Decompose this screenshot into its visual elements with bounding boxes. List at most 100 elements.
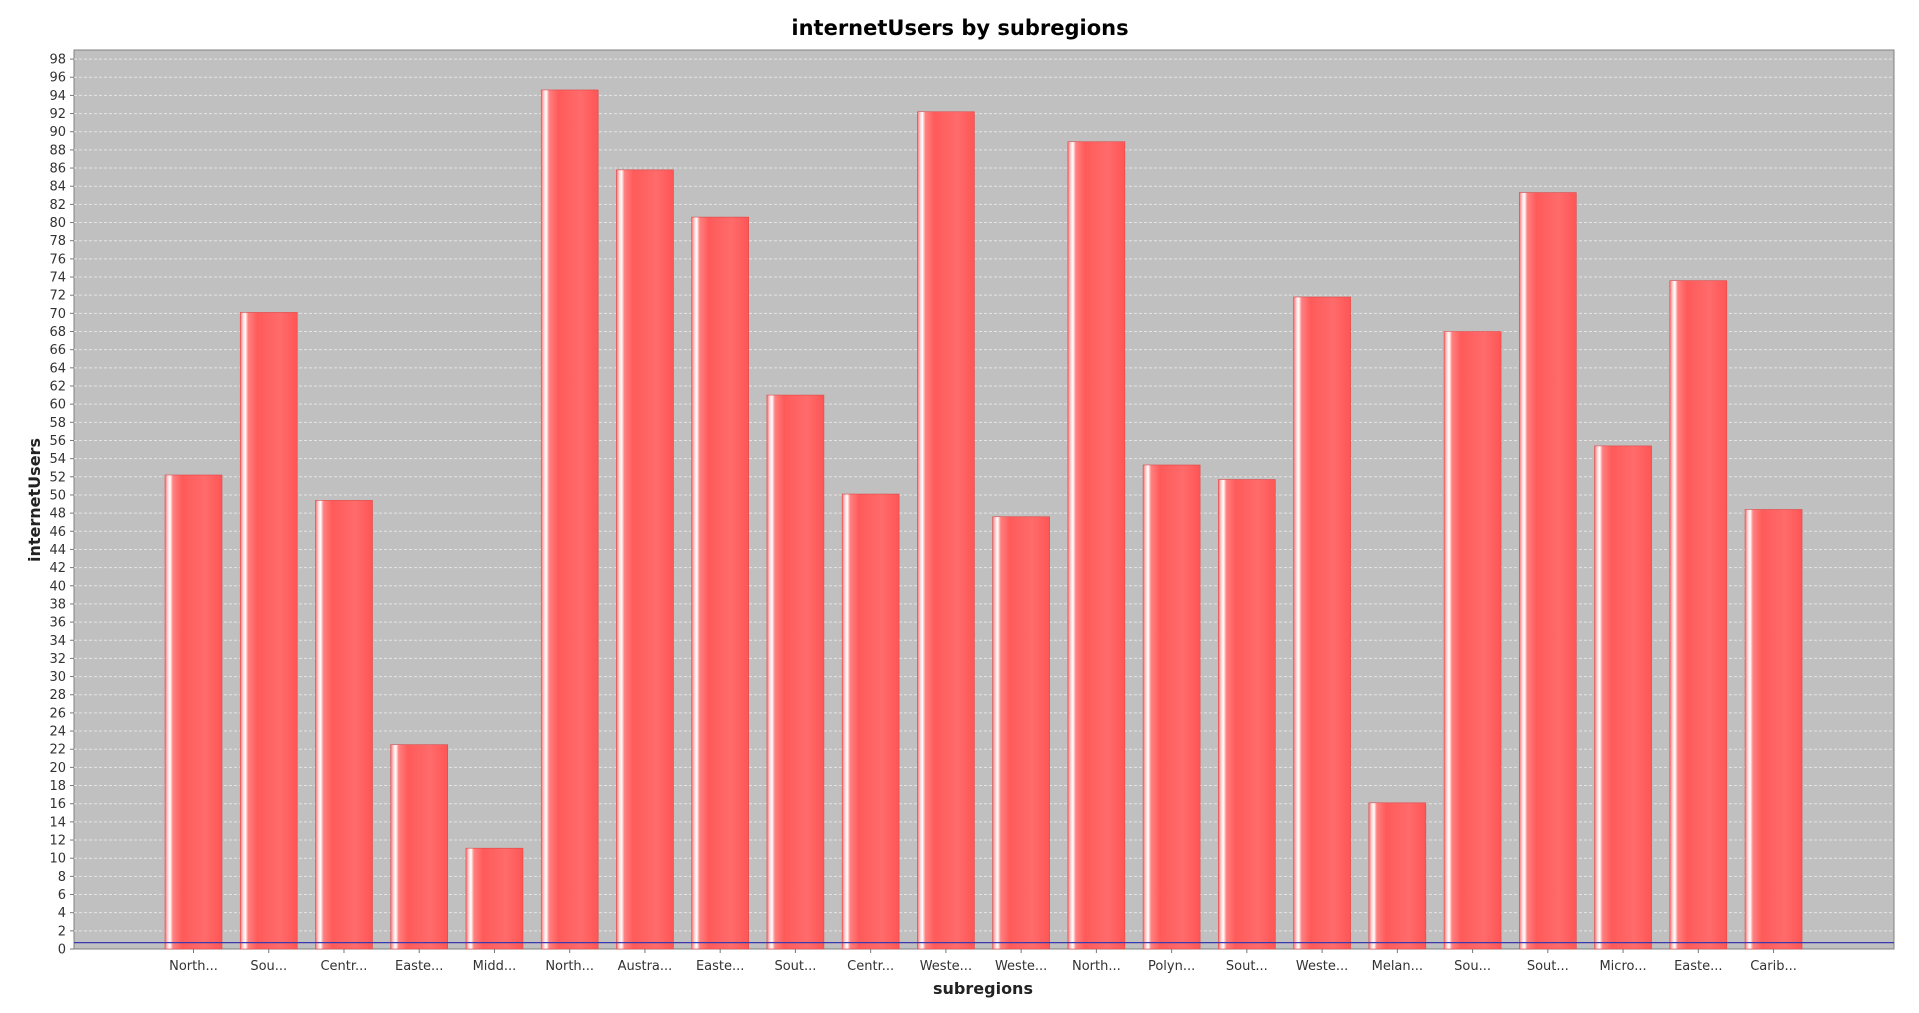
x-axis-ticks: North... Sou... Centr... Easte... Midd... Nor…	[169, 949, 1797, 974]
y-tick-label: 52	[49, 470, 66, 485]
bar	[239, 312, 298, 950]
bar	[841, 493, 900, 950]
bar	[691, 216, 749, 950]
y-tick-label: 48	[49, 507, 66, 522]
y-tick-label: 18	[49, 779, 66, 794]
bar	[992, 516, 1050, 950]
y-tick-label: 90	[49, 125, 66, 140]
x-tick-label: Micro...	[1599, 959, 1646, 974]
bar	[1067, 141, 1126, 950]
y-tick-label: 86	[49, 162, 66, 177]
x-tick-label: Sout...	[1226, 959, 1268, 974]
y-tick-label: 82	[49, 198, 66, 213]
bar	[1519, 192, 1577, 950]
x-tick-label: North...	[545, 959, 594, 974]
x-tick-label: Weste...	[995, 959, 1047, 974]
y-tick-label: 66	[49, 343, 66, 358]
y-tick-label: 88	[49, 143, 66, 158]
y-tick-label: 44	[49, 543, 66, 558]
y-tick-label: 58	[49, 416, 66, 431]
bar	[1669, 280, 1728, 950]
x-tick-label: Melan...	[1372, 959, 1423, 974]
x-tick-label: Easte...	[1674, 959, 1722, 974]
y-tick-label: 38	[49, 597, 66, 612]
y-tick-label: 76	[49, 252, 66, 267]
y-tick-label: 0	[58, 943, 66, 958]
chart-title: internetUsers by subregions	[791, 16, 1128, 40]
y-tick-label: 4	[58, 906, 66, 921]
x-tick-label: Polyn...	[1148, 959, 1195, 974]
y-tick-label: 54	[49, 452, 66, 467]
y-tick-label: 40	[49, 579, 66, 594]
x-tick-label: Weste...	[1296, 959, 1348, 974]
bar	[1443, 331, 1502, 950]
y-tick-label: 32	[49, 652, 66, 667]
y-tick-label: 96	[49, 71, 66, 86]
y-tick-label: 72	[49, 289, 66, 304]
y-tick-label: 12	[49, 834, 66, 849]
y-tick-label: 20	[49, 761, 66, 776]
y-tick-label: 14	[49, 815, 66, 830]
x-tick-label: North...	[1072, 959, 1121, 974]
y-tick-label: 34	[49, 634, 66, 649]
bar	[1368, 802, 1427, 950]
x-tick-label: Sout...	[1527, 959, 1569, 974]
y-tick-label: 64	[49, 361, 66, 376]
y-tick-label: 22	[49, 743, 66, 758]
y-tick-label: 68	[49, 325, 66, 340]
y-tick-label: 28	[49, 688, 66, 703]
y-tick-label: 74	[49, 271, 66, 286]
y-tick-label: 36	[49, 616, 66, 631]
y-tick-label: 24	[49, 725, 66, 740]
y-tick-label: 94	[49, 89, 66, 104]
x-tick-label: Centr...	[847, 959, 894, 974]
x-tick-label: Centr...	[320, 959, 367, 974]
y-axis-title: internetUsers	[25, 438, 44, 562]
y-tick-label: 56	[49, 434, 66, 449]
y-tick-label: 80	[49, 216, 66, 231]
bar	[465, 847, 524, 950]
y-tick-label: 6	[58, 888, 66, 903]
bar	[766, 394, 825, 950]
y-tick-label: 84	[49, 180, 66, 195]
bar	[1218, 479, 1276, 950]
gridlines	[74, 58, 1894, 932]
y-axis-ticks: 0246810121416182022242628303234363840424…	[49, 53, 74, 958]
x-tick-label: Sou...	[1454, 959, 1491, 974]
bar	[390, 744, 449, 950]
y-tick-label: 8	[58, 870, 66, 885]
bar	[1594, 445, 1652, 950]
y-tick-label: 98	[49, 53, 66, 68]
x-tick-label: North...	[169, 959, 218, 974]
bar	[917, 111, 975, 950]
plot-area	[73, 49, 1895, 950]
y-tick-label: 62	[49, 379, 66, 394]
x-axis-title: subregions	[933, 979, 1033, 998]
x-tick-label: Easte...	[395, 959, 443, 974]
y-tick-label: 78	[49, 234, 66, 249]
bar	[164, 474, 223, 950]
bar	[540, 89, 599, 950]
x-tick-label: Weste...	[920, 959, 972, 974]
x-tick-label: Austra...	[618, 959, 673, 974]
x-tick-label: Easte...	[696, 959, 744, 974]
y-tick-label: 60	[49, 398, 66, 413]
x-tick-label: Midd...	[473, 959, 517, 974]
y-tick-label: 70	[49, 307, 66, 322]
bar	[1744, 509, 1803, 950]
y-tick-label: 92	[49, 107, 66, 122]
y-tick-label: 2	[58, 924, 66, 939]
y-tick-label: 26	[49, 706, 66, 721]
y-tick-label: 46	[49, 525, 66, 540]
x-tick-label: Carib...	[1750, 959, 1797, 974]
y-tick-label: 42	[49, 561, 66, 576]
y-tick-label: 30	[49, 670, 66, 685]
bar	[1142, 464, 1201, 950]
bar	[1293, 296, 1351, 950]
y-tick-label: 50	[49, 488, 66, 503]
bar	[616, 169, 674, 950]
x-tick-label: Sou...	[250, 959, 287, 974]
bar	[315, 500, 373, 950]
